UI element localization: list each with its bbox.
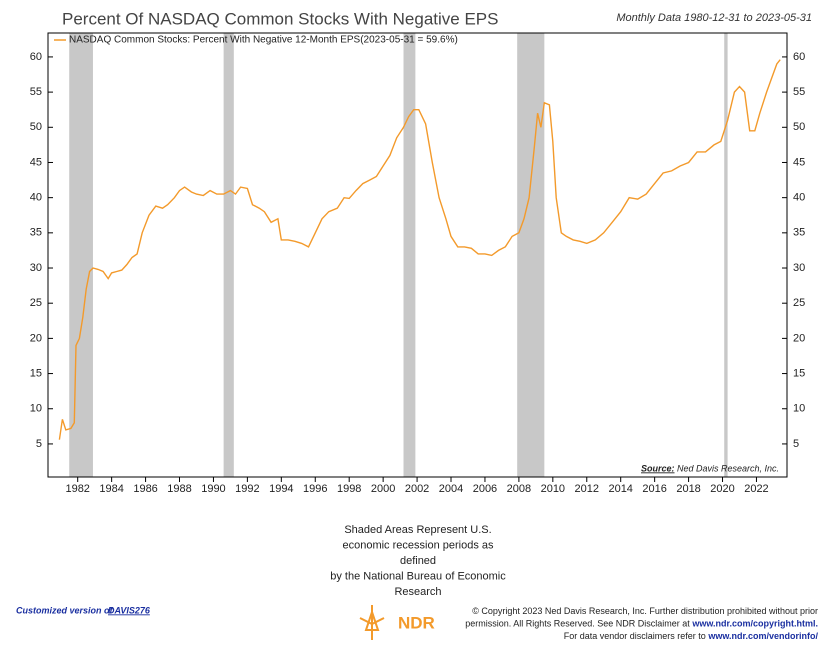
y-tick-label: 50 — [30, 121, 42, 133]
y-tick-label: 20 — [30, 332, 42, 344]
custom-link[interactable]: DAVIS276 — [108, 605, 151, 615]
x-tick-label: 2014 — [608, 483, 632, 495]
y2-tick-label: 20 — [793, 332, 805, 344]
logo-icon — [359, 605, 385, 640]
custom-prefix: Customized version of — [16, 605, 114, 615]
y-tick-label: 5 — [36, 438, 42, 450]
y-tick-label: 55 — [30, 86, 42, 98]
x-tick-label: 1992 — [235, 483, 259, 495]
note-line: economic recession periods as — [342, 539, 494, 551]
logo-text: NDR — [398, 613, 435, 632]
copyright-text: © Copyright 2023 Ned Davis Research, Inc… — [472, 606, 818, 616]
copyright-line: permission. All Rights Reserved. See NDR… — [465, 619, 818, 629]
y-tick-label: 60 — [30, 51, 42, 63]
copyright-link[interactable]: www.ndr.com/copyright.html. — [691, 619, 818, 629]
x-tick-label: 2012 — [575, 483, 599, 495]
recession-band — [517, 33, 545, 477]
x-tick-label: 1982 — [65, 483, 89, 495]
y-tick-label: 30 — [30, 262, 42, 274]
plot-frame — [47, 32, 788, 478]
note-line: Shaded Areas Represent U.S. — [344, 524, 491, 536]
y2-tick-label: 15 — [793, 367, 805, 379]
recession-band — [69, 33, 93, 477]
chart-title: Percent Of NASDAQ Common Stocks With Neg… — [62, 9, 498, 28]
x-tick-label: 2002 — [405, 483, 429, 495]
recession-band — [403, 33, 416, 477]
note-line: by the National Bureau of Economic — [330, 570, 506, 582]
y-tick-label: 25 — [30, 297, 42, 309]
x-tick-label: 2006 — [473, 483, 497, 495]
copyright-line: © Copyright 2023 Ned Davis Research, Inc… — [472, 606, 818, 616]
x-tick-label: 1990 — [201, 483, 225, 495]
recession-band — [223, 33, 234, 477]
copyright-link[interactable]: www.ndr.com/vendorinfo/ — [707, 631, 818, 641]
x-tick-label: 1984 — [99, 483, 123, 495]
x-tick-label: 1988 — [167, 483, 191, 495]
x-tick-label: 2000 — [371, 483, 395, 495]
x-tick-label: 2022 — [744, 483, 768, 495]
x-tick-label: 2016 — [642, 483, 666, 495]
copyright-text: For data vendor disclaimers refer to — [564, 631, 706, 641]
y-tick-label: 40 — [30, 192, 42, 204]
recession-band — [724, 33, 728, 477]
copyright-text: permission. All Rights Reserved. See NDR… — [465, 619, 690, 629]
x-tick-label: 1986 — [133, 483, 157, 495]
note-line: Research — [394, 586, 441, 598]
x-tick-label: 1996 — [303, 483, 327, 495]
data-line — [58, 59, 781, 440]
y-tick-label: 35 — [30, 227, 42, 239]
y2-tick-label: 30 — [793, 262, 805, 274]
x-tick-label: 2008 — [507, 483, 531, 495]
x-tick-label: 1994 — [269, 483, 293, 495]
x-tick-label: 2004 — [439, 483, 463, 495]
y-tick-label: 45 — [30, 156, 42, 168]
source: Ned Davis Research, Inc. — [677, 463, 779, 473]
x-tick-label: 2020 — [710, 483, 734, 495]
y2-tick-label: 25 — [793, 297, 805, 309]
y2-tick-label: 40 — [793, 192, 805, 204]
y2-tick-label: 5 — [793, 438, 799, 450]
y2-tick-label: 50 — [793, 121, 805, 133]
note-line: defined — [400, 555, 436, 567]
x-tick-label: 1998 — [337, 483, 361, 495]
y2-tick-label: 10 — [793, 403, 805, 415]
legend-label: NASDAQ Common Stocks: Percent With Negat… — [69, 35, 458, 46]
x-tick-label: 2018 — [676, 483, 700, 495]
y-tick-label: 15 — [30, 367, 42, 379]
y-tick-label: 10 — [30, 403, 42, 415]
y2-tick-label: 60 — [793, 51, 805, 63]
x-tick-label: 2010 — [541, 483, 565, 495]
source-label: Source: — [641, 463, 675, 473]
copyright-line: For data vendor disclaimers refer to www… — [564, 631, 819, 641]
y2-tick-label: 45 — [793, 156, 805, 168]
y2-tick-label: 55 — [793, 86, 805, 98]
subtitle: Monthly Data 1980-12-31 to 2023-05-31 — [616, 12, 812, 24]
y2-tick-label: 35 — [793, 227, 805, 239]
